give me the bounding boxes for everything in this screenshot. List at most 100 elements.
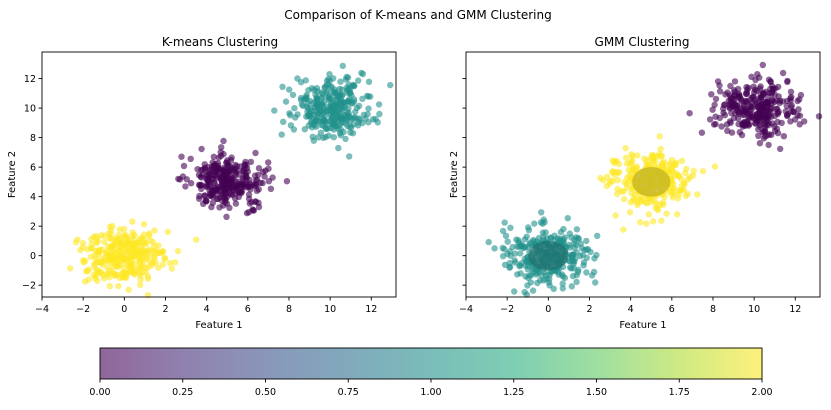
data-point	[646, 161, 653, 169]
data-point	[628, 190, 635, 197]
gmm-title: GMM Clustering	[595, 35, 690, 49]
data-point	[326, 71, 333, 78]
data-point	[706, 116, 714, 123]
data-point	[561, 248, 569, 255]
x-tick-label: −4	[35, 304, 49, 315]
data-point	[142, 248, 149, 255]
data-point	[210, 153, 217, 160]
x-tick-label: −2	[500, 304, 514, 315]
data-point	[182, 183, 189, 190]
data-point	[346, 95, 353, 103]
data-point	[507, 224, 514, 231]
data-point	[298, 101, 306, 108]
data-point	[686, 110, 693, 117]
data-point	[323, 107, 330, 114]
data-point	[301, 126, 308, 133]
data-point	[597, 174, 604, 182]
data-point	[346, 153, 353, 160]
colorbar-tick-label: 1.25	[503, 387, 524, 398]
data-point	[524, 262, 532, 270]
data-point	[532, 246, 540, 254]
data-point	[515, 237, 522, 244]
data-point	[712, 95, 720, 103]
data-point	[161, 255, 168, 263]
data-point	[658, 187, 665, 195]
data-point	[634, 152, 641, 159]
colorbar-ticks: 0.00 0.25 0.50 0.75 1.00 1.25 1.50 1.75 2.00	[89, 379, 773, 398]
data-point	[559, 285, 566, 292]
data-point	[766, 111, 773, 118]
data-point	[220, 150, 227, 158]
data-point	[517, 250, 524, 257]
data-point	[731, 87, 738, 94]
data-point	[259, 179, 266, 187]
data-point	[164, 228, 171, 235]
y-tick-label: 0	[30, 251, 36, 262]
data-point	[320, 99, 328, 106]
data-point	[166, 259, 174, 267]
gmm-x-axis: −4 −2 0 2 4 6 8 10 12	[459, 297, 801, 315]
data-point	[372, 115, 379, 123]
data-point	[207, 166, 214, 174]
data-point	[283, 178, 291, 185]
data-point	[573, 278, 580, 286]
figure-title: Comparison of K-means and GMM Clustering	[284, 8, 551, 22]
colorbar-gradient	[100, 348, 762, 379]
data-point	[334, 115, 341, 122]
data-point	[765, 141, 772, 149]
data-point	[83, 268, 90, 275]
data-point	[564, 215, 571, 222]
data-point	[649, 179, 656, 187]
data-point	[782, 108, 789, 115]
data-point	[759, 129, 766, 136]
data-point	[94, 277, 101, 284]
data-point	[223, 213, 230, 220]
data-point	[335, 144, 342, 152]
data-point	[612, 212, 619, 219]
data-point	[307, 97, 314, 105]
data-point	[526, 248, 533, 255]
data-point	[90, 271, 98, 279]
data-point	[294, 75, 301, 82]
data-point	[544, 264, 551, 271]
data-point	[88, 241, 95, 248]
gmm-plot: GMM Clustering −4 −2 0 2 4 6 8 10 12 Feature 1 F…	[449, 35, 823, 331]
data-point	[178, 153, 185, 160]
data-point	[313, 123, 320, 130]
data-point	[765, 119, 772, 127]
data-point	[538, 209, 545, 216]
data-point	[225, 185, 232, 192]
data-point	[91, 260, 98, 268]
data-point	[255, 203, 263, 211]
data-point	[774, 105, 781, 113]
data-point	[666, 181, 673, 188]
data-point	[525, 227, 533, 234]
data-point	[212, 186, 220, 193]
data-point	[523, 233, 530, 240]
data-point	[359, 95, 366, 103]
data-point	[649, 151, 656, 159]
data-point	[289, 91, 297, 99]
colorbar-tick-label: 2.00	[751, 387, 772, 398]
data-point	[111, 252, 118, 259]
data-point	[710, 121, 718, 128]
colorbar-tick-label: 1.50	[586, 387, 607, 398]
data-point	[226, 190, 234, 197]
data-point	[646, 171, 653, 179]
data-point	[199, 171, 206, 178]
data-point	[485, 238, 492, 246]
data-point	[125, 286, 132, 294]
data-point	[102, 249, 110, 257]
data-point	[375, 101, 383, 108]
data-point	[115, 248, 123, 255]
data-point	[279, 83, 286, 91]
x-tick-label: 2	[162, 304, 168, 315]
data-point	[740, 111, 747, 119]
data-point	[122, 270, 130, 278]
gmm-points	[485, 61, 823, 298]
data-point	[630, 175, 637, 182]
data-point	[754, 103, 761, 111]
data-point	[501, 219, 508, 226]
data-point	[731, 78, 739, 85]
data-point	[265, 178, 273, 185]
